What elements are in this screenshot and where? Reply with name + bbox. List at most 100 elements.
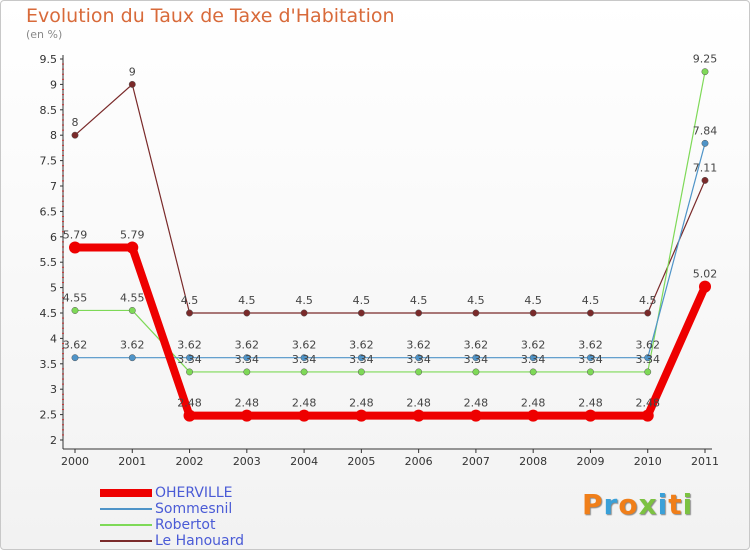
series-line-sommesnil (74, 142, 706, 359)
data-label-robertot: 4.55 (63, 291, 88, 304)
data-point-le-hanouard (300, 309, 308, 317)
legend-item-sommesnil: Sommesnil (100, 501, 320, 517)
data-label-le-hanouard: 4.5 (639, 294, 657, 307)
data-label-robertot: 3.34 (521, 353, 546, 366)
data-label-robertot: 4.55 (120, 291, 145, 304)
data-label-oherville: 2.48 (235, 397, 260, 410)
data-label-le-hanouard: 4.5 (582, 294, 600, 307)
data-label-oherville: 2.48 (349, 397, 374, 410)
data-point-sommesnil (529, 354, 537, 362)
data-label-le-hanouard: 4.5 (467, 294, 485, 307)
data-label-robertot: 3.34 (578, 353, 603, 366)
data-point-sommesnil (243, 354, 251, 362)
data-point-le-hanouard (71, 131, 79, 139)
data-label-oherville: 5.79 (63, 228, 88, 241)
data-point-sommesnil (644, 354, 652, 362)
data-label-sommesnil: 3.62 (464, 339, 489, 352)
x-tick-label: 2007 (462, 455, 490, 468)
x-tick-label: 2003 (233, 455, 261, 468)
logo-letter: i (657, 488, 669, 521)
data-label-oherville: 2.48 (177, 397, 202, 410)
series-line-le-hanouard (74, 83, 706, 314)
data-label-sommesnil: 3.62 (578, 339, 603, 352)
data-point-le-hanouard (472, 309, 480, 317)
data-labels: 8 9 4.5 4.5 4.5 4.5 4.5 4.5 4.5 4.5 4.5 7.11 4.55 4.5… (63, 53, 718, 410)
data-label-sommesnil: 7.84 (693, 124, 718, 137)
y-tick-label: 2 (50, 434, 57, 447)
data-label-oherville: 2.48 (635, 397, 660, 410)
data-point-sommesnil (701, 139, 709, 147)
series-line-oherville (71, 243, 709, 420)
y-tick-label: 2.5 (40, 409, 58, 422)
data-label-le-hanouard: 4.5 (181, 294, 199, 307)
legend-label-oherville: OHERVILLE (155, 485, 233, 501)
y-tick-label: 3 (50, 383, 57, 396)
data-label-oherville: 2.48 (406, 397, 431, 410)
data-point-oherville (527, 409, 540, 422)
y-tick-label: 9.5 (40, 53, 58, 66)
data-point-oherville (69, 241, 81, 254)
legend-item-oherville: OHERVILLE (100, 485, 320, 501)
x-tick-label: 2006 (405, 455, 433, 468)
data-label-oherville: 2.48 (292, 397, 317, 410)
data-point-robertot (300, 368, 308, 376)
data-point-sommesnil (71, 354, 79, 362)
x-tick-label: 2002 (176, 455, 204, 468)
data-label-le-hanouard: 4.5 (410, 294, 428, 307)
logo-letter: i (682, 488, 694, 521)
data-point-le-hanouard (128, 80, 136, 88)
logo-letter: r (603, 488, 619, 521)
data-label-oherville: 2.48 (521, 397, 546, 410)
data-label-robertot: 3.34 (635, 353, 660, 366)
data-label-robertot: 3.34 (406, 353, 431, 366)
data-point-le-hanouard (587, 309, 594, 317)
series-lines (69, 68, 711, 422)
data-point-oherville (641, 409, 654, 422)
data-label-sommesnil: 3.62 (292, 339, 317, 352)
data-point-oherville (469, 409, 482, 422)
data-label-sommesnil: 3.62 (635, 339, 660, 352)
data-point-robertot (472, 368, 480, 376)
data-label-robertot: 3.34 (177, 353, 202, 366)
data-label-le-hanouard: 4.5 (295, 294, 313, 307)
data-label-le-hanouard: 4.5 (238, 294, 256, 307)
data-label-sommesnil: 3.62 (406, 339, 431, 352)
data-point-le-hanouard (701, 176, 709, 184)
data-label-le-hanouard: 8 (72, 116, 79, 129)
data-point-robertot (128, 307, 136, 314)
x-tick-label: 2005 (347, 455, 375, 468)
x-tick-label: 2008 (519, 455, 547, 468)
y-tick-label: 5 (50, 282, 57, 295)
legend-item-robertot: Robertot (100, 517, 320, 533)
data-label-robertot: 3.34 (464, 353, 489, 366)
x-tick-label: 2010 (634, 455, 662, 468)
data-point-sommesnil (415, 354, 423, 362)
data-label-le-hanouard: 7.11 (693, 161, 718, 174)
y-tick-label: 4 (50, 332, 57, 345)
data-label-sommesnil: 3.62 (120, 339, 145, 352)
y-tick-label: 3.5 (40, 358, 58, 371)
data-label-robertot: 3.34 (235, 353, 260, 366)
data-label-sommesnil: 3.62 (177, 339, 202, 352)
proxiti-logo: Proxiti (582, 488, 693, 521)
x-tick-label: 2001 (118, 455, 146, 468)
data-point-robertot (186, 368, 193, 376)
x-tick-label: 2011 (691, 455, 719, 468)
y-tick-label: 7.5 (40, 155, 58, 168)
data-point-robertot (243, 368, 251, 376)
data-point-sommesnil (472, 354, 480, 362)
data-label-oherville: 5.02 (693, 268, 718, 281)
logo-letter: o (618, 488, 639, 521)
y-tick-label: 8 (50, 129, 57, 142)
logo-letter: t (668, 488, 683, 521)
data-label-le-hanouard: 4.5 (524, 294, 542, 307)
y-tick-label: 9 (50, 78, 57, 91)
data-label-sommesnil: 3.62 (235, 339, 260, 352)
data-point-oherville (126, 241, 139, 254)
data-point-sommesnil (357, 354, 365, 362)
chart-title: Evolution du Taux de Taxe d'Habitation (26, 5, 395, 27)
data-point-oherville (240, 409, 253, 422)
